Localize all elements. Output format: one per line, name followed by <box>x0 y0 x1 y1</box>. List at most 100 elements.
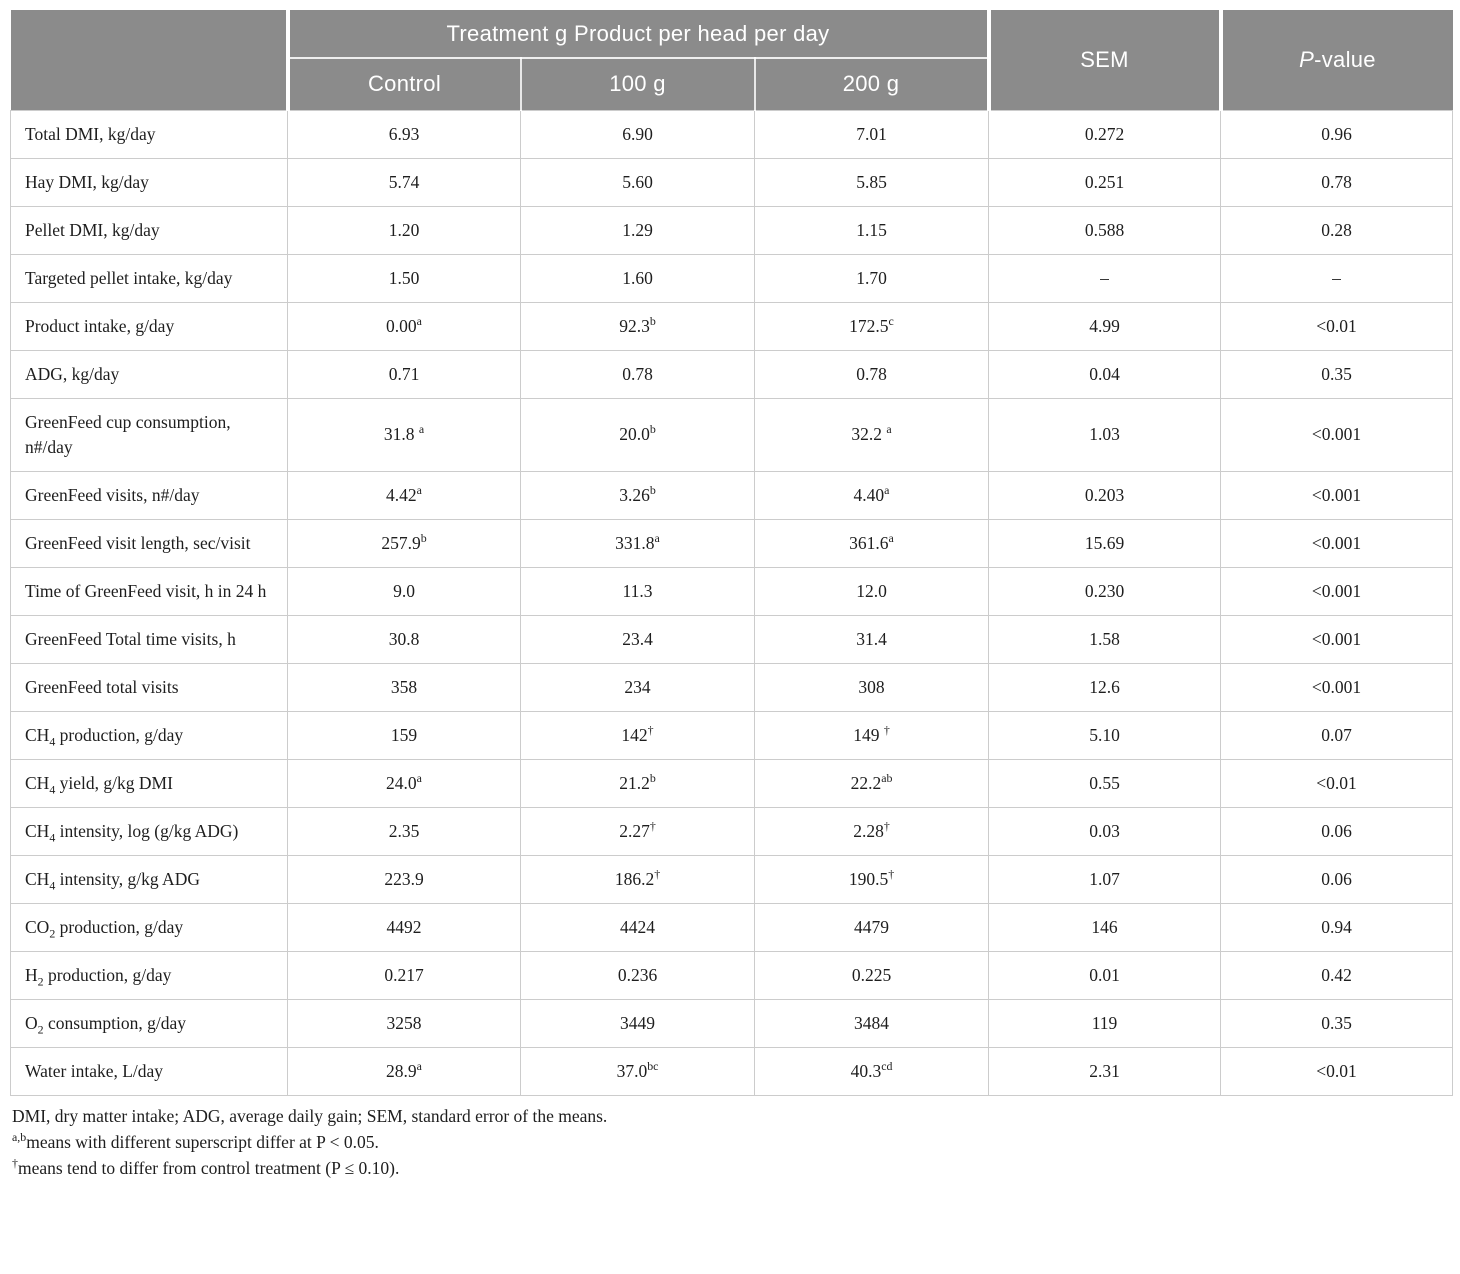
table-cell: <0.001 <box>1220 614 1453 664</box>
table-cell: 0.203 <box>988 470 1221 520</box>
table-cell: 0.230 <box>988 566 1221 616</box>
table-cell: 3449 <box>520 998 755 1048</box>
table-cell: 0.03 <box>988 806 1221 856</box>
table-cell: 0.225 <box>754 950 989 1000</box>
table-cell: 12.6 <box>988 662 1221 712</box>
table-cell: 4424 <box>520 902 755 952</box>
corner-header-cell <box>10 10 288 110</box>
table-cell: 186.2† <box>520 854 755 904</box>
table-cell: 9.0 <box>287 566 521 616</box>
table-cell: 4492 <box>287 902 521 952</box>
table-row: O2 consumption, g/day 3258 3449 3484 119 0.35 <box>10 998 1453 1048</box>
table-cell: <0.001 <box>1220 470 1453 520</box>
table-cell: 0.06 <box>1220 854 1453 904</box>
row-label: GreenFeed visits, n#/day <box>10 470 288 520</box>
table-cell: 28.9a <box>287 1046 521 1096</box>
table-cell: 0.96 <box>1220 109 1453 159</box>
footnote-line: DMI, dry matter intake; ADG, average dai… <box>12 1105 608 1126</box>
table-cell: <0.001 <box>1220 518 1453 568</box>
table-cell: 190.5† <box>754 854 989 904</box>
table-cell: 2.35 <box>287 806 521 856</box>
row-label: GreenFeed visit length, sec/visit <box>10 518 288 568</box>
table-cell: 31.8 a <box>287 397 521 472</box>
table-row: GreenFeed visit length, sec/visit 257.9b 3… <box>10 518 1453 568</box>
row-label: CH4 yield, g/kg DMI <box>10 758 288 808</box>
table-cell: 2.27† <box>520 806 755 856</box>
table-cell: 0.78 <box>1220 157 1453 207</box>
row-label: O2 consumption, g/day <box>10 998 288 1048</box>
table-cell: 5.10 <box>988 710 1221 760</box>
table-cell: <0.001 <box>1220 662 1453 712</box>
table-cell: 1.15 <box>754 205 989 255</box>
table-cell: 2.31 <box>988 1046 1221 1096</box>
dose-200g-column-header: 200 g <box>753 58 989 110</box>
row-label: Hay DMI, kg/day <box>10 157 288 207</box>
table-cell: – <box>1220 253 1453 303</box>
table-cell: 37.0bc <box>520 1046 755 1096</box>
table-cell: 7.01 <box>754 109 989 159</box>
row-label: Product intake, g/day <box>10 301 288 351</box>
table-cell: 0.01 <box>988 950 1221 1000</box>
row-label: Pellet DMI, kg/day <box>10 205 288 255</box>
table-row: H2 production, g/day 0.217 0.236 0.225 0.01 0… <box>10 950 1453 1000</box>
table-cell: 146 <box>988 902 1221 952</box>
p-value-rest-part: -value <box>1314 46 1376 72</box>
table-cell: 0.71 <box>287 349 521 399</box>
table-cell: 331.8a <box>520 518 755 568</box>
table-cell: 40.3cd <box>754 1046 989 1096</box>
table-cell: 0.07 <box>1220 710 1453 760</box>
table-row: CO2 production, g/day 4492 4424 4479 146 0.94 <box>10 902 1453 952</box>
table-cell: 6.93 <box>287 109 521 159</box>
table-cell: <0.01 <box>1220 758 1453 808</box>
table-row: ADG, kg/day 0.71 0.78 0.78 0.04 0.35 <box>10 349 1453 399</box>
footnote-line: †means tend to differ from control treat… <box>12 1155 400 1178</box>
table-cell: 308 <box>754 662 989 712</box>
dose-100g-column-header: 100 g <box>519 58 755 110</box>
p-value-header: P-value <box>1218 10 1453 110</box>
table-cell: 0.251 <box>988 157 1221 207</box>
table-cell: 4479 <box>754 902 989 952</box>
table-cell: 0.94 <box>1220 902 1453 952</box>
table-cell: 4.40a <box>754 470 989 520</box>
table-cell: 5.74 <box>287 157 521 207</box>
table-cell: 12.0 <box>754 566 989 616</box>
table-cell: 32.2 a <box>754 397 989 472</box>
table-cell: 20.0b <box>520 397 755 472</box>
table-cell: 223.9 <box>287 854 521 904</box>
table-cell: 0.588 <box>988 205 1221 255</box>
table-row: CH4 intensity, log (g/kg ADG) 2.35 2.27† 2.… <box>10 806 1453 856</box>
table-row: CH4 intensity, g/kg ADG 223.9 186.2† 190.5†… <box>10 854 1453 904</box>
row-label: Targeted pellet intake, kg/day <box>10 253 288 303</box>
table-cell: 361.6a <box>754 518 989 568</box>
table-row: Pellet DMI, kg/day 1.20 1.29 1.15 0.588 0.28 <box>10 205 1453 255</box>
table-row: Time of GreenFeed visit, h in 24 h 9.0 11.… <box>10 566 1453 616</box>
table-header: Treatment g Product per head per day SEM… <box>10 10 1453 110</box>
table-cell: <0.001 <box>1220 566 1453 616</box>
table-body: Total DMI, kg/day 6.93 6.90 7.01 0.272 0.96 Ha… <box>10 109 1453 1096</box>
sem-header: SEM <box>986 10 1221 110</box>
table-cell: 1.50 <box>287 253 521 303</box>
row-label: CH4 intensity, g/kg ADG <box>10 854 288 904</box>
table-cell: – <box>988 253 1221 303</box>
table-cell: 0.35 <box>1220 998 1453 1048</box>
table-cell: 4.99 <box>988 301 1221 351</box>
table-cell: 3258 <box>287 998 521 1048</box>
table-cell: 22.2ab <box>754 758 989 808</box>
table-cell: 0.00a <box>287 301 521 351</box>
table-cell: 1.60 <box>520 253 755 303</box>
row-label: Total DMI, kg/day <box>10 109 288 159</box>
table-cell: <0.01 <box>1220 1046 1453 1096</box>
table-cell: 21.2b <box>520 758 755 808</box>
table-cell: 1.03 <box>988 397 1221 472</box>
table-row: CH4 yield, g/kg DMI 24.0a 21.2b 22.2ab 0.55 <… <box>10 758 1453 808</box>
table-cell: 5.60 <box>520 157 755 207</box>
row-label: GreenFeed cup consumption, n#/day <box>10 397 288 472</box>
table-cell: 0.55 <box>988 758 1221 808</box>
row-label: Water intake, L/day <box>10 1046 288 1096</box>
table-cell: 119 <box>988 998 1221 1048</box>
table-cell: 31.4 <box>754 614 989 664</box>
table-row: GreenFeed visits, n#/day 4.42a 3.26b 4.40a 0… <box>10 470 1453 520</box>
table-cell: 0.28 <box>1220 205 1453 255</box>
table-cell: <0.01 <box>1220 301 1453 351</box>
table-cell: 92.3b <box>520 301 755 351</box>
